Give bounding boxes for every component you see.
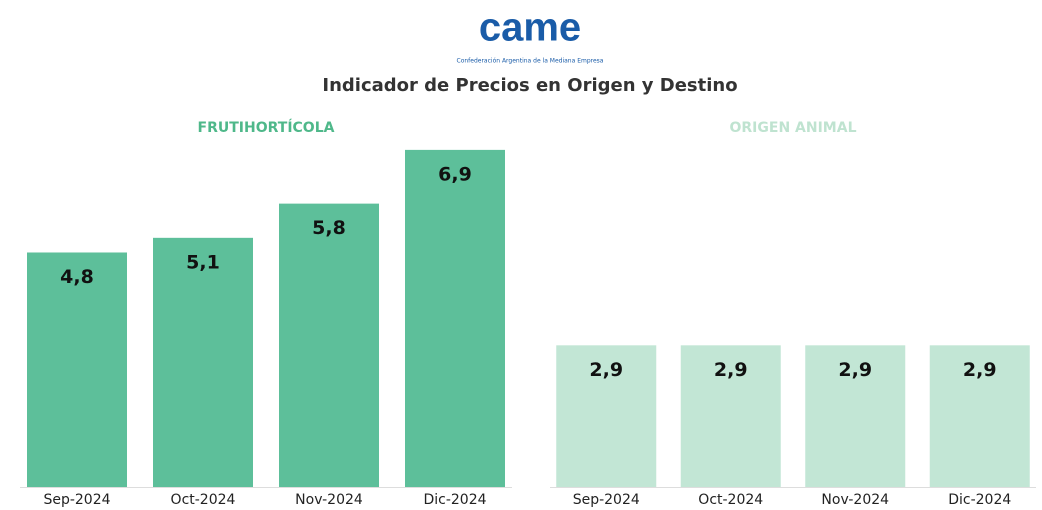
data-label: 2,9 <box>838 359 872 381</box>
bar <box>680 345 781 487</box>
logo: came <box>479 6 581 50</box>
bar <box>805 345 906 487</box>
bar <box>279 203 379 487</box>
x-tick-label: Nov-2024 <box>821 492 889 508</box>
logo-subtitle: Confederación Argentina de la Mediana Em… <box>457 58 604 65</box>
bar <box>27 252 127 487</box>
data-label: 5,8 <box>312 217 346 239</box>
panel-title: FRUTIHORTÍCOLA <box>198 119 335 136</box>
bar <box>405 149 505 487</box>
data-label: 2,9 <box>963 359 997 381</box>
bar <box>556 345 657 487</box>
chart-title: Indicador de Precios en Origen y Destino <box>322 75 737 96</box>
bar <box>153 237 253 487</box>
x-tick-label: Oct-2024 <box>171 492 236 508</box>
data-label: 5,1 <box>186 251 220 273</box>
x-tick-label: Dic-2024 <box>423 492 486 508</box>
x-tick-label: Oct-2024 <box>698 492 763 508</box>
x-tick-label: Nov-2024 <box>295 492 363 508</box>
panel-title: ORIGEN ANIMAL <box>730 120 857 136</box>
data-label: 6,9 <box>438 163 472 185</box>
data-label: 4,8 <box>60 266 94 288</box>
x-tick-label: Sep-2024 <box>573 492 640 508</box>
x-tick-label: Sep-2024 <box>43 492 110 508</box>
bar <box>929 345 1030 487</box>
x-tick-label: Dic-2024 <box>948 492 1011 508</box>
data-label: 2,9 <box>589 359 623 381</box>
data-label: 2,9 <box>714 359 748 381</box>
